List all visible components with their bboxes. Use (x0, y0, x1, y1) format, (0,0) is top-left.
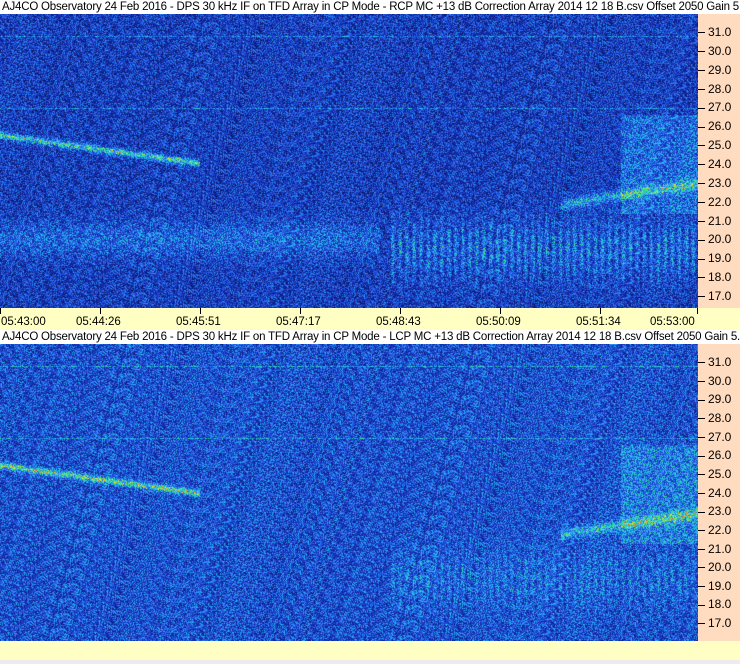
x-tick-label: 05:48:43 (376, 316, 421, 328)
rcp-frequency-axis: 31.0 30.0 29.0 28.0 27.0 26.0 25.0 24.0 23.0 22.0… (698, 14, 740, 308)
y-tick-label: 20.0 (698, 561, 731, 573)
rcp-title: AJ4CO Observatory 24 Feb 2016 - DPS 30 k… (0, 0, 740, 14)
y-tick-label: 26.0 (698, 449, 731, 461)
y-tick-label: 24.0 (698, 158, 731, 170)
y-tick-label: 29.0 (698, 393, 731, 405)
x-tick (697, 308, 698, 314)
y-tick-label: 31.0 (698, 356, 731, 368)
x-tick-label: 05:53:00 (650, 316, 695, 328)
x-tick (500, 308, 501, 314)
x-tick (400, 308, 401, 314)
y-tick-label: 23.0 (698, 177, 731, 189)
x-tick-label: 05:50:09 (476, 316, 521, 328)
y-tick-label: 21.0 (698, 543, 731, 555)
lcp-title: AJ4CO Observatory 24 Feb 2016 - DPS 30 k… (0, 330, 740, 344)
y-tick-label: 29.0 (698, 64, 731, 76)
y-tick-label: 25.0 (698, 468, 731, 480)
y-tick-label: 27.0 (698, 101, 731, 113)
x-tick-label: 05:51:34 (576, 316, 621, 328)
x-tick (300, 308, 301, 314)
x-tick (100, 308, 101, 314)
x-tick (0, 308, 1, 314)
lcp-spectrogram (0, 344, 698, 641)
y-tick-label: 28.0 (698, 83, 731, 95)
rcp-spectrogram (0, 14, 698, 308)
y-tick-label: 18.0 (698, 271, 731, 283)
y-tick-label: 28.0 (698, 412, 731, 424)
x-tick (600, 308, 601, 314)
y-tick-label: 27.0 (698, 431, 731, 443)
y-tick-label: 25.0 (698, 139, 731, 151)
y-tick-label: 19.0 (698, 252, 731, 264)
x-tick-label: 05:45:51 (176, 316, 221, 328)
y-tick-label: 26.0 (698, 120, 731, 132)
y-tick-label: 20.0 (698, 233, 731, 245)
y-tick-label: 18.0 (698, 598, 731, 610)
lcp-time-axis (0, 641, 740, 660)
y-tick-label: 21.0 (698, 215, 731, 227)
x-tick-label: 05:47:17 (276, 316, 321, 328)
y-tick-label: 30.0 (698, 45, 731, 57)
y-tick-label: 23.0 (698, 505, 731, 517)
y-tick-label: 24.0 (698, 487, 731, 499)
y-tick-label: 17.0 (698, 617, 731, 629)
y-tick-label: 22.0 (698, 524, 731, 536)
lcp-frequency-axis: 31.0 30.0 29.0 28.0 27.0 26.0 25.0 24.0 23.0 22.0… (698, 344, 740, 641)
y-tick-label: 31.0 (698, 26, 731, 38)
y-tick-label: 19.0 (698, 580, 731, 592)
y-tick-label: 17.0 (698, 290, 731, 302)
x-tick-label: 05:44:26 (76, 316, 121, 328)
x-tick-label: 05:43:00 (1, 316, 46, 328)
x-tick (200, 308, 201, 314)
y-tick-label: 22.0 (698, 196, 731, 208)
time-axis: 05:43:00 05:44:26 05:45:51 05:47:17 05:48:43… (0, 308, 740, 330)
y-tick-label: 30.0 (698, 375, 731, 387)
